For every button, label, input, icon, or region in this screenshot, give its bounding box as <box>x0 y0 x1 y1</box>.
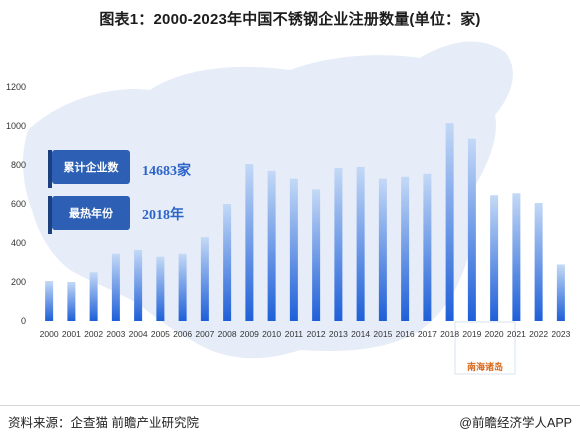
bar-2008 <box>223 204 232 321</box>
x-tick-label: 2004 <box>129 329 148 339</box>
south-sea-islands-inset <box>454 321 516 375</box>
x-tick-label: 2001 <box>62 329 81 339</box>
y-tick-label: 1200 <box>6 82 26 92</box>
bar-2010 <box>267 170 276 321</box>
source-note: 资料来源：企查猫 前瞻产业研究院 <box>8 416 199 430</box>
x-tick-label: 2018 <box>440 329 459 339</box>
bar-2016 <box>401 176 410 321</box>
x-tick-label: 2019 <box>462 329 481 339</box>
x-tick-label: 2023 <box>551 329 570 339</box>
x-axis: 2000 2001 2002 2003 2004 2005 2006 2007 2008 2009… <box>40 329 571 339</box>
bar-2003 <box>111 253 120 321</box>
bar-2013 <box>334 167 343 321</box>
bar-2018 <box>445 123 454 321</box>
south-sea-islands-label: 南海诸岛 <box>467 361 503 372</box>
bars <box>45 123 565 321</box>
bar-2005 <box>156 256 165 321</box>
bar-2000 <box>45 281 54 321</box>
callout-total-label: 累计企业数 <box>64 160 120 174</box>
x-tick-label: 2015 <box>373 329 392 339</box>
callout-hottest-year: 最热年份 2018年 <box>48 196 184 234</box>
x-tick-label: 2002 <box>84 329 103 339</box>
x-tick-label: 2010 <box>262 329 281 339</box>
x-tick-label: 2007 <box>195 329 214 339</box>
x-tick-label: 2006 <box>173 329 192 339</box>
x-tick-label: 2005 <box>151 329 170 339</box>
x-tick-label: 2000 <box>40 329 59 339</box>
y-axis: 0 200 400 600 800 1000 1200 <box>6 82 26 326</box>
x-tick-label: 2022 <box>529 329 548 339</box>
bar-2011 <box>289 178 298 321</box>
bar-2014 <box>356 166 365 321</box>
bar-2004 <box>134 249 143 321</box>
y-tick-label: 600 <box>11 199 26 209</box>
callout-hottest-value: 2018年 <box>142 206 184 223</box>
bar-2020 <box>490 195 499 321</box>
callout-hottest-label: 最热年份 <box>69 206 114 220</box>
brand-credit: @前瞻经济学人APP <box>459 416 572 430</box>
footer-divider <box>0 405 580 406</box>
y-tick-label: 200 <box>11 277 26 287</box>
callout-total-enterprises: 累计企业数 14683家 <box>48 150 192 188</box>
x-tick-label: 2020 <box>485 329 504 339</box>
bar-2022 <box>534 203 543 321</box>
bar-2009 <box>245 164 254 321</box>
x-tick-label: 2011 <box>285 329 304 339</box>
x-tick-label: 2013 <box>329 329 348 339</box>
x-tick-label: 2012 <box>307 329 326 339</box>
bar-2017 <box>423 173 432 321</box>
x-tick-label: 2008 <box>218 329 237 339</box>
bar-2012 <box>312 189 321 321</box>
bar-2002 <box>89 272 98 321</box>
bar-2001 <box>67 282 76 321</box>
y-tick-label: 1000 <box>6 121 26 131</box>
x-tick-label: 2009 <box>240 329 259 339</box>
callout-total-value: 14683家 <box>142 162 192 179</box>
bar-2021 <box>512 193 521 321</box>
bar-2015 <box>378 178 387 321</box>
bar-2023 <box>556 264 565 321</box>
x-tick-label: 2016 <box>396 329 415 339</box>
y-tick-label: 800 <box>11 160 26 170</box>
chart-title: 图表1：2000-2023年中国不锈钢企业注册数量(单位：家) <box>99 11 481 28</box>
x-tick-label: 2021 <box>507 329 526 339</box>
x-tick-label: 2017 <box>418 329 437 339</box>
bar-2019 <box>467 138 476 321</box>
y-tick-label: 0 <box>21 316 26 326</box>
x-tick-label: 2014 <box>351 329 370 339</box>
y-tick-label: 400 <box>11 238 26 248</box>
bar-2007 <box>200 237 209 321</box>
bar-2006 <box>178 253 187 321</box>
x-tick-label: 2003 <box>106 329 125 339</box>
